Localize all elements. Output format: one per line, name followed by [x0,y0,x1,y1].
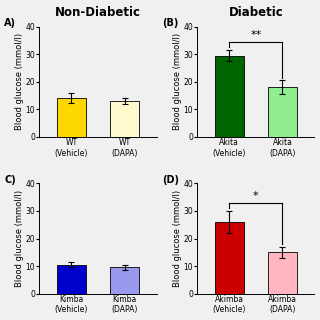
Y-axis label: Blood glucose (mmol/l): Blood glucose (mmol/l) [15,33,24,130]
Y-axis label: Blood glucose (mmol/l): Blood glucose (mmol/l) [173,190,182,287]
Bar [268,87,297,137]
Title: Non-Diabetic: Non-Diabetic [55,5,141,19]
Bar [57,265,86,294]
Text: **: ** [250,30,261,40]
Text: (D): (D) [162,174,179,185]
Text: C): C) [4,174,16,185]
Text: (B): (B) [162,18,179,28]
Title: Diabetic: Diabetic [228,5,283,19]
Bar [57,98,86,137]
Bar [110,101,139,137]
Bar [268,252,297,294]
Y-axis label: Blood glucose (mmol/l): Blood glucose (mmol/l) [15,190,24,287]
Bar [110,268,139,294]
Text: A): A) [4,18,16,28]
Text: *: * [253,191,259,201]
Bar [215,222,244,294]
Y-axis label: Blood glucose (mmol/l): Blood glucose (mmol/l) [173,33,182,130]
Bar [215,56,244,137]
